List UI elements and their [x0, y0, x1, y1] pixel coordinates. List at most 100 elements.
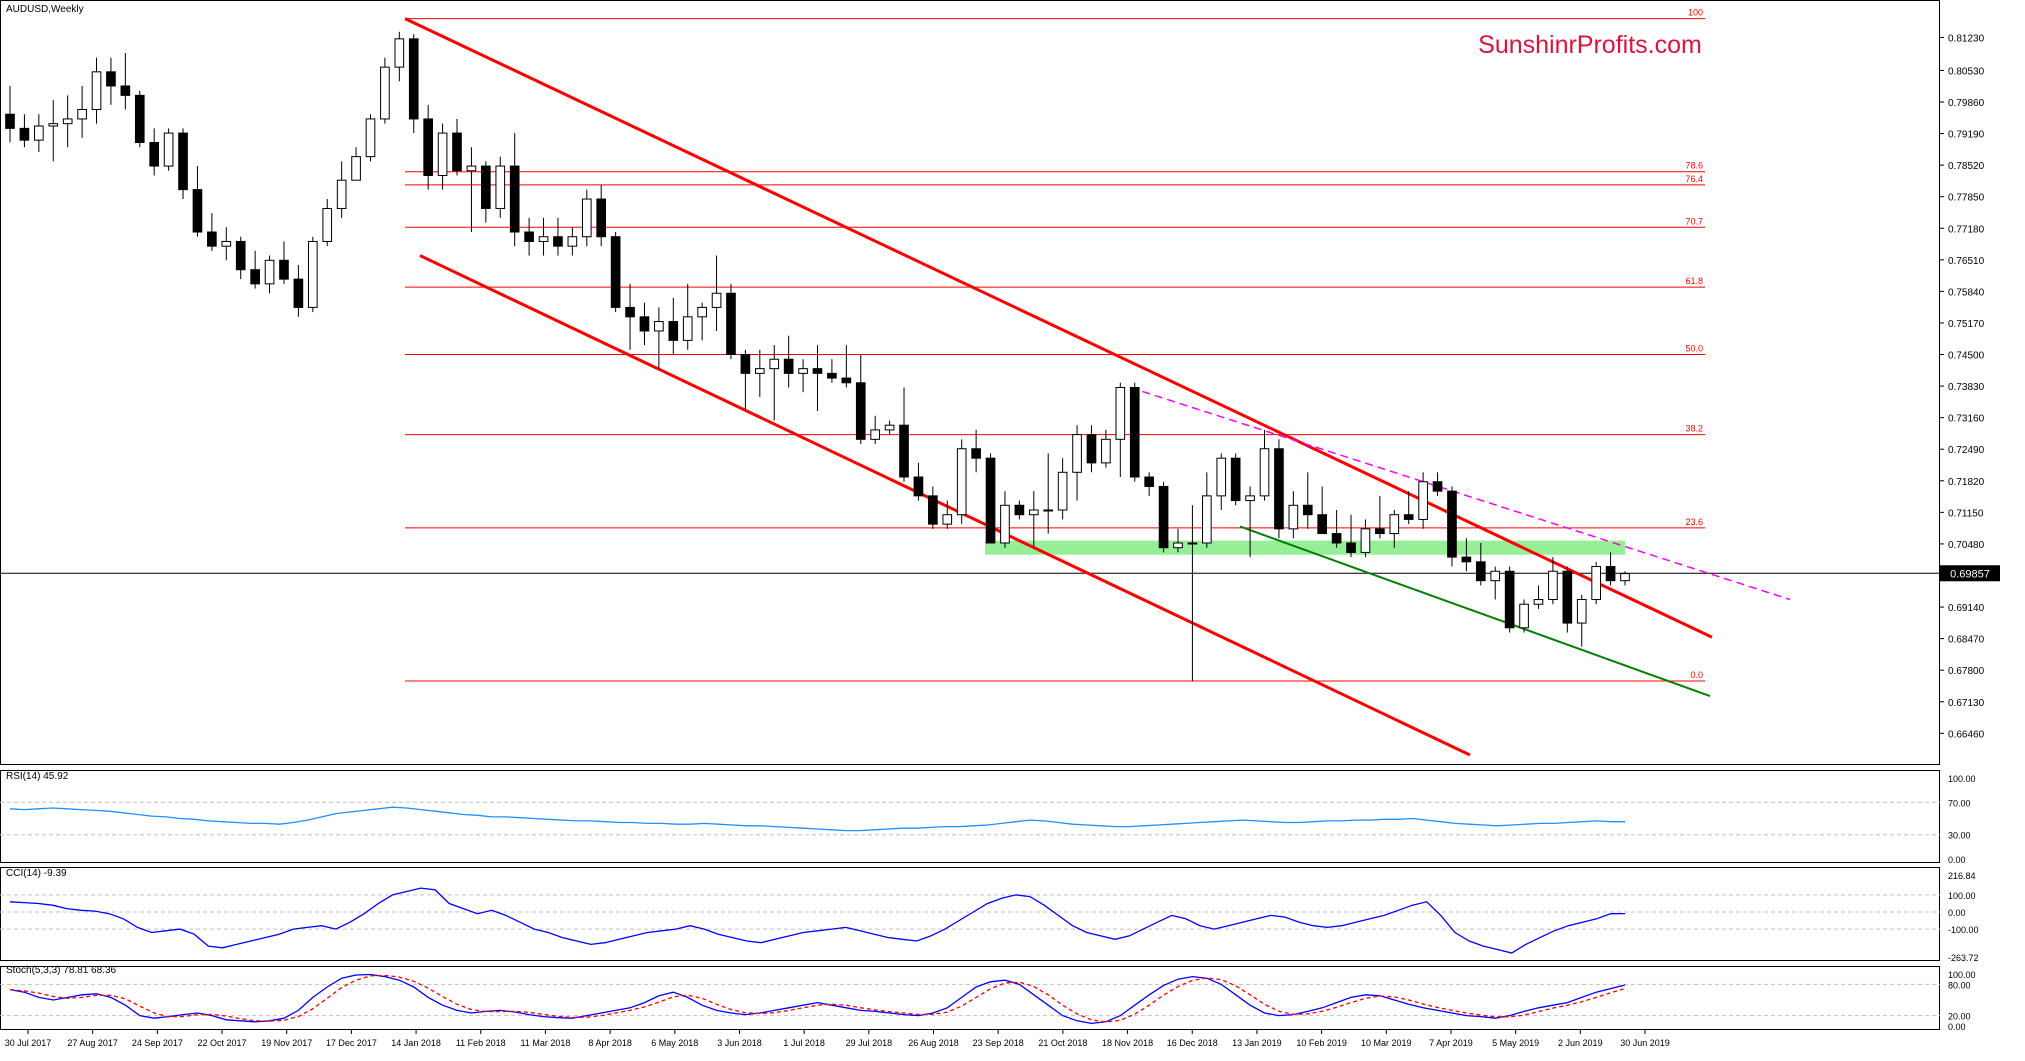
bull-candle: [1202, 495, 1212, 544]
time-axis: 30 Jul 2017 27 Aug 2017 24 Sep 2017 22 Oct …: [5, 1030, 1670, 1048]
bear-candle: [19, 127, 30, 141]
bear-candle: [1375, 528, 1385, 535]
bull-candle: [1000, 504, 1010, 544]
time-tick-label: 7 Apr 2019: [1429, 1038, 1473, 1048]
bull-candle: [769, 358, 780, 370]
price-tick-label: 0.73160: [1948, 414, 1985, 425]
panel-frames: [0, 0, 1940, 1030]
time-tick-label: 23 Sep 2018: [973, 1038, 1024, 1048]
bear-candle: [1129, 387, 1140, 478]
price-tick-label: 0.69140: [1948, 603, 1985, 614]
bull-candle: [380, 66, 390, 120]
bull-candle: [77, 109, 87, 120]
price-tick-label: 0.67130: [1948, 698, 1985, 709]
bull-candle: [1101, 438, 1111, 464]
bull-candle: [264, 259, 275, 285]
panel-frame-sto: [0, 966, 1940, 1030]
time-tick-label: 18 Nov 2018: [1102, 1038, 1153, 1048]
price-tick-label: 0.70480: [1948, 540, 1985, 551]
bear-candle: [899, 424, 909, 478]
bull-candle: [1057, 471, 1068, 511]
time-tick-label: 11 Mar 2018: [521, 1038, 571, 1048]
bear-candle: [192, 189, 203, 233]
price-tick-label: 0.66460: [1948, 729, 1985, 740]
stoch-tick-label: 20.00: [1948, 1012, 1971, 1022]
bull-candle: [1533, 599, 1544, 605]
time-tick-label: 6 May 2018: [651, 1038, 698, 1048]
bull-candle: [1173, 542, 1183, 549]
time-tick-label: 24 Sep 2017: [132, 1038, 183, 1048]
stoch-main-line: [9, 973, 1626, 1025]
cci-tick-label: -100.00: [1948, 925, 1979, 935]
bull-candle: [1576, 599, 1587, 624]
bull-candle: [437, 132, 448, 176]
bull-candle: [870, 429, 881, 440]
stoch-signal-line: [9, 974, 1626, 1023]
bear-candle: [841, 377, 852, 384]
bull-candle: [1418, 481, 1428, 520]
stoch-tick-label: 0.00: [1948, 1022, 1966, 1032]
bear-candle: [1302, 504, 1313, 516]
bear-candle: [855, 382, 866, 440]
stoch-tick-label: 80.00: [1948, 980, 1971, 990]
price-tick-label: 0.78520: [1948, 161, 1985, 172]
bear-candle: [1014, 504, 1025, 516]
bull-candle: [682, 316, 693, 341]
cci-tick-label: 216.84: [1948, 871, 1976, 881]
bear-candle: [1274, 448, 1284, 530]
bear-candle: [524, 231, 534, 242]
bull-candle: [1028, 509, 1039, 516]
price-tick-label: 0.72490: [1948, 445, 1985, 456]
fib-level-label: 0.0: [1690, 670, 1703, 680]
fib-level-label: 76.4: [1685, 174, 1703, 184]
bear-candle: [5, 113, 15, 129]
bull-candle: [1216, 457, 1227, 497]
bear-candle: [408, 38, 419, 120]
bear-candle: [812, 368, 823, 374]
bear-candle: [1144, 476, 1154, 487]
time-tick-label: 27 Aug 2017: [67, 1038, 118, 1048]
bull-candle: [34, 125, 44, 141]
bull-candle: [1043, 509, 1054, 512]
bear-candle: [985, 457, 996, 544]
bear-candle: [1432, 481, 1443, 492]
time-tick-label: 30 Jun 2019: [1620, 1038, 1670, 1048]
rsi-tick-label: 70.00: [1948, 798, 1971, 808]
time-tick-label: 17 Dec 2017: [326, 1038, 377, 1048]
bull-candle: [351, 156, 361, 181]
price-tick-label: 0.77180: [1948, 224, 1985, 235]
bull-candle: [48, 123, 59, 127]
bull-candle: [466, 165, 477, 172]
time-tick-label: 5 May 2019: [1492, 1038, 1539, 1048]
bull-candle: [956, 448, 967, 516]
bull-candle: [336, 179, 347, 209]
bear-candle: [481, 165, 491, 209]
price-axis: 0.81230 0.80530 0.79860 0.79190 0.78520 0.778…: [1940, 33, 1985, 740]
time-tick-label: 1 Jul 2018: [783, 1038, 825, 1048]
time-tick-label: 16 Dec 2018: [1167, 1038, 1218, 1048]
bull-candle: [581, 198, 592, 238]
symbol-title: AUDUSD,Weekly: [6, 4, 84, 15]
green-support-line: [1239, 525, 1711, 698]
bear-candle: [178, 132, 188, 191]
price-tick-label: 0.81230: [1948, 33, 1985, 44]
time-tick-label: 11 Feb 2018: [456, 1038, 506, 1048]
stoch-tick-label: 100.00: [1948, 970, 1976, 980]
bear-candle: [1158, 485, 1169, 549]
bear-candle: [625, 306, 635, 318]
time-tick-label: 8 Apr 2018: [588, 1038, 632, 1048]
price-tick-label: 0.76510: [1948, 256, 1985, 267]
bull-candle: [697, 306, 707, 318]
bull-candle: [754, 368, 765, 374]
bear-candle: [610, 236, 621, 308]
bull-candle: [394, 38, 405, 68]
bear-candle: [783, 358, 794, 374]
time-tick-label: 26 Aug 2018: [908, 1038, 959, 1048]
bear-candle: [207, 231, 217, 247]
bull-candle: [1490, 570, 1501, 582]
price-tick-label: 0.68470: [1948, 635, 1985, 646]
price-tick-label: 0.67800: [1948, 666, 1985, 677]
bull-candle: [322, 207, 333, 242]
